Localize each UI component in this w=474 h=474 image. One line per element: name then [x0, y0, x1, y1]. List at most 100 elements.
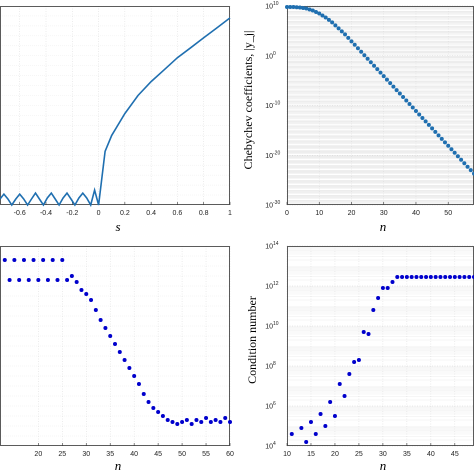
- data-point: [41, 258, 46, 262]
- data-point: [65, 278, 70, 282]
- data-point: [430, 126, 435, 131]
- data-point: [194, 418, 199, 422]
- data-point: [113, 342, 117, 346]
- data-point: [55, 278, 60, 282]
- data-point: [467, 275, 472, 279]
- data-point: [438, 275, 443, 279]
- data-point: [136, 382, 141, 386]
- data-point: [424, 275, 429, 279]
- data-point: [414, 275, 419, 279]
- data-point: [455, 154, 460, 159]
- x-tick-label: 30: [379, 451, 387, 458]
- data-point: [69, 274, 74, 278]
- data-point: [376, 296, 381, 300]
- y-tick-label: 10: [265, 4, 273, 11]
- x-tick-label: 0.4: [146, 210, 156, 217]
- data-point: [428, 275, 433, 279]
- data-point: [394, 88, 399, 93]
- data-point: [410, 105, 415, 110]
- data-point: [299, 426, 304, 430]
- data-point: [326, 17, 331, 22]
- y-tick-label: 10: [265, 53, 273, 60]
- data-point: [175, 422, 180, 426]
- data-point: [103, 326, 108, 330]
- data-point: [462, 275, 467, 279]
- axes-frame: [0, 246, 230, 446]
- data-point: [332, 414, 337, 418]
- data-point: [180, 420, 185, 424]
- data-point: [372, 63, 377, 68]
- y-tick-exponent: 14: [273, 241, 279, 247]
- data-point: [401, 95, 406, 100]
- x-tick-label: 0.8: [199, 210, 209, 217]
- data-point: [328, 400, 333, 404]
- axes-frame: [0, 6, 230, 205]
- data-point: [170, 420, 175, 424]
- data-point: [333, 23, 338, 28]
- data-point: [362, 53, 367, 58]
- data-point: [390, 280, 395, 284]
- data-point: [314, 9, 319, 14]
- x-tick-label: 0: [97, 210, 101, 217]
- x-tick-label: 0: [285, 210, 289, 217]
- data-point: [218, 420, 223, 424]
- ylabel-bottom-right: Condition number: [245, 296, 259, 384]
- data-point: [352, 42, 357, 47]
- data-point: [423, 119, 428, 124]
- data-point: [337, 382, 342, 386]
- data-point: [339, 29, 344, 34]
- data-point: [160, 414, 165, 418]
- x-tick-label: 25: [58, 451, 66, 458]
- data-point: [313, 432, 318, 436]
- x-tick-label: 20: [331, 451, 339, 458]
- data-point: [151, 406, 156, 410]
- data-point: [60, 258, 65, 262]
- data-point: [318, 412, 323, 416]
- data-point: [465, 164, 470, 169]
- data-point: [146, 400, 151, 404]
- data-point: [310, 8, 315, 13]
- data-point: [417, 112, 422, 117]
- data-point: [223, 416, 228, 420]
- data-point: [89, 298, 94, 302]
- x-tick-label: 20: [348, 210, 356, 217]
- data-point: [26, 278, 31, 282]
- data-point: [308, 420, 313, 424]
- data-point: [395, 275, 400, 279]
- x-tick-label: 15: [307, 451, 315, 458]
- x-tick-label: 45: [154, 451, 162, 458]
- x-tick-label: 25: [355, 451, 363, 458]
- data-point: [288, 4, 293, 9]
- y-tick-label: 10: [265, 203, 273, 210]
- y-tick-label: 10: [265, 244, 273, 251]
- data-point: [443, 275, 448, 279]
- data-point: [404, 275, 409, 279]
- series-line: [0, 17, 231, 208]
- data-point: [323, 15, 328, 20]
- data-point: [184, 418, 189, 422]
- xlabel-bottom-right: n: [380, 458, 387, 473]
- data-point: [208, 420, 213, 424]
- data-point: [449, 147, 454, 152]
- data-point: [36, 278, 41, 282]
- data-point: [31, 258, 36, 262]
- y-tick-label: 10: [265, 444, 273, 451]
- y-tick-exponent: 10: [273, 1, 279, 7]
- x-tick-label: 10: [283, 451, 291, 458]
- data-point: [404, 98, 409, 103]
- data-point: [50, 258, 55, 262]
- x-tick-label: 0.6: [173, 210, 183, 217]
- data-point: [452, 150, 457, 155]
- y-tick-exponent: 6: [273, 401, 276, 407]
- data-point: [330, 20, 335, 25]
- y-tick-label: 10: [265, 284, 273, 291]
- data-point: [388, 81, 393, 86]
- data-point: [391, 84, 396, 89]
- data-point: [426, 122, 431, 127]
- data-point: [79, 288, 84, 292]
- data-point: [165, 418, 170, 422]
- data-point: [380, 286, 385, 290]
- data-point: [7, 278, 12, 282]
